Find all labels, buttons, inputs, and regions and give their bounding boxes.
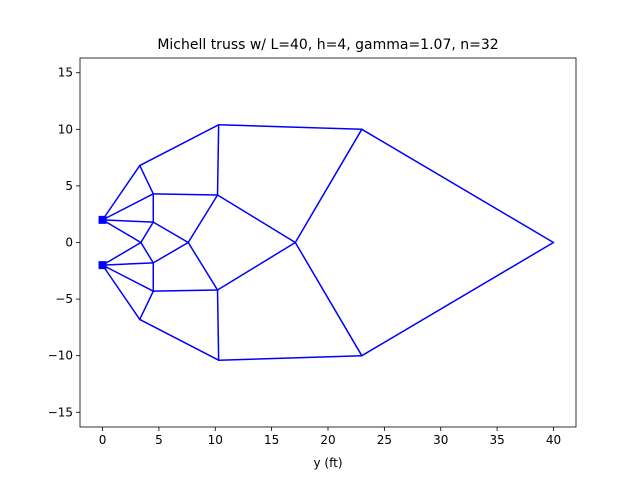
x-tick-label: 25	[377, 433, 392, 447]
x-tick-label: 10	[208, 433, 223, 447]
support-markers	[98, 215, 107, 270]
truss-member-d-s2	[101, 241, 142, 266]
truss-member-s1-a	[101, 164, 141, 221]
truss-member-a-k	[138, 124, 220, 167]
support-marker-s2	[98, 261, 107, 270]
truss-member-j-l	[216, 289, 220, 361]
y-axis-ticks: −15 −10 −5 0 5 10 15	[48, 66, 80, 419]
truss-member-s2-f	[101, 264, 155, 292]
truss-member-e-h	[152, 241, 189, 264]
y-tick-label: 10	[58, 122, 73, 136]
truss-member-f-j	[152, 289, 219, 292]
y-tick-label: −10	[48, 349, 73, 363]
y-tick-label: 15	[58, 66, 73, 80]
truss-member-l-o	[217, 354, 363, 361]
truss-member-k-n	[217, 124, 363, 131]
support-marker-s1	[98, 215, 107, 224]
truss-members	[101, 124, 555, 361]
truss-member-e-s2	[101, 262, 155, 266]
truss-member-o-p	[361, 241, 555, 357]
truss-member-c-h	[152, 221, 189, 244]
x-tick-label: 0	[99, 433, 107, 447]
x-tick-label: 5	[155, 433, 163, 447]
truss-member-h-i	[187, 194, 219, 244]
truss-member-i-k	[216, 124, 220, 196]
plot-frame	[79, 57, 577, 428]
truss-member-h-j	[187, 241, 219, 291]
truss-member-m-o	[294, 241, 363, 357]
x-tick-label: 40	[546, 433, 561, 447]
truss-member-s1-d	[101, 219, 142, 244]
truss-member-j-m	[216, 241, 297, 291]
x-tick-label: 30	[433, 433, 448, 447]
x-tick-label: 20	[320, 433, 335, 447]
truss-member-c-d	[140, 221, 155, 244]
truss-member-a-b	[138, 164, 155, 195]
truss-member-i-m	[216, 194, 297, 244]
truss-member-f-g	[138, 290, 155, 321]
x-tick-label: 35	[489, 433, 504, 447]
truss-member-s1-c	[101, 219, 155, 223]
y-tick-label: 5	[65, 179, 73, 193]
truss-member-b-i	[152, 193, 219, 196]
y-tick-label: 0	[65, 236, 73, 250]
truss-member-s1-b	[101, 193, 155, 221]
truss-member-m-n	[294, 128, 363, 244]
chart-title: Michell truss w/ L=40, h=4, gamma=1.07, …	[157, 37, 498, 53]
x-axis-ticks: 0 5 10 15 20 25 30 35 40	[99, 427, 561, 447]
x-axis-label: y (ft)	[314, 456, 343, 470]
truss-member-g-l	[138, 318, 220, 361]
truss-member-s2-g	[101, 264, 141, 321]
x-tick-label: 15	[264, 433, 279, 447]
y-tick-label: −5	[55, 292, 73, 306]
truss-member-n-p	[361, 128, 555, 244]
y-tick-label: −15	[48, 405, 73, 419]
truss-member-d-e	[140, 241, 155, 264]
